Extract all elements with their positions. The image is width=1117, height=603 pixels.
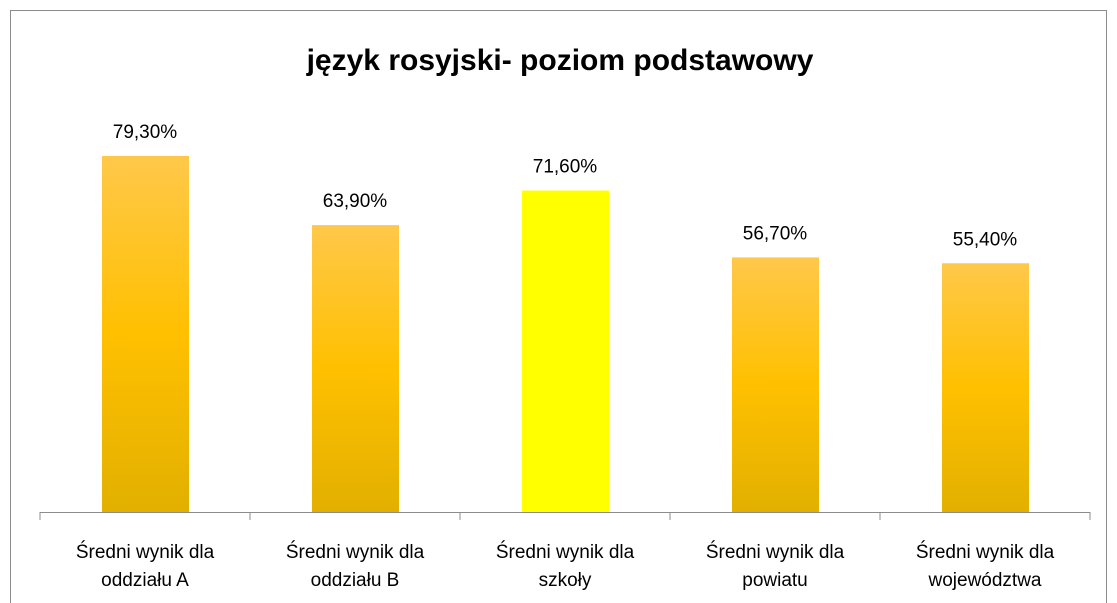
bar [102,155,189,512]
bar [522,190,609,513]
chart-title: język rosyjski- poziom podstawowy [306,44,814,77]
value-label: 71,60% [533,157,598,178]
bar [942,263,1029,512]
bar [312,225,399,513]
x-tick-label: Średni wynik dla szkoły [496,541,635,591]
x-tick-label: Średni wynik dla oddziału A [76,541,215,591]
value-label: 79,30% [113,122,178,143]
x-tick-label: Średni wynik dla województwa [916,541,1055,591]
value-label: 55,40% [953,229,1018,250]
x-tick-label: Średni wynik dla oddziału B [286,541,425,591]
bar [732,257,819,512]
x-tick-label: Średni wynik dla powiatu [706,541,845,591]
value-label: 63,90% [323,191,388,212]
value-label: 56,70% [743,223,808,244]
